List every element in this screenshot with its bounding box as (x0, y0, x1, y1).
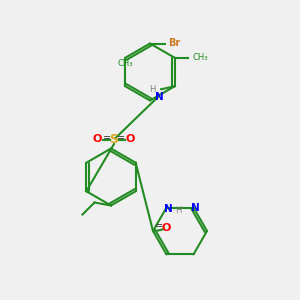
Text: O: O (93, 134, 102, 145)
Text: =: = (103, 133, 111, 143)
Text: S: S (110, 133, 118, 146)
Text: CH₃: CH₃ (193, 53, 208, 62)
Text: H: H (176, 206, 182, 215)
Text: =: = (117, 133, 125, 143)
Text: O: O (126, 134, 135, 145)
Text: N: N (155, 92, 164, 102)
Text: N: N (190, 202, 200, 213)
Text: O: O (162, 223, 171, 233)
Text: N: N (164, 204, 172, 214)
Text: =: = (155, 221, 163, 232)
Text: Br: Br (168, 38, 180, 49)
Text: H: H (149, 85, 155, 94)
Text: CH₃: CH₃ (118, 59, 133, 68)
